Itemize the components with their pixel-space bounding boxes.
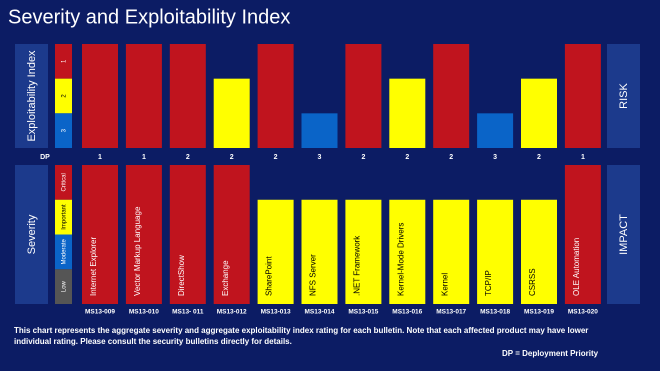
bar-label: SharePoint (265, 256, 274, 296)
dp-value: 1 (142, 154, 146, 161)
bar-label: Vector Markup Language (133, 206, 142, 296)
x-tick-label: MS13-010 (129, 309, 159, 316)
x-tick-label: MS13-013 (261, 309, 291, 316)
tick-box (55, 234, 72, 270)
bar (125, 165, 162, 304)
y-label-panel (15, 165, 48, 304)
y-tick-label: 1 (62, 59, 68, 63)
bar-label: Kernel-Mode Drivers (396, 223, 405, 296)
dp-value: 2 (537, 154, 541, 161)
bar (564, 165, 601, 304)
tick-box (55, 199, 72, 235)
dp-value: 3 (493, 154, 497, 161)
slide-title: Severity and Exploitability Index (8, 6, 290, 28)
bar-label: Kernel (440, 273, 449, 296)
bar (433, 199, 470, 304)
bar (169, 44, 206, 148)
x-tick-label: MS13-014 (305, 309, 335, 316)
y-tick-label: Important (62, 204, 68, 230)
bar (345, 199, 382, 304)
x-tick-label: MS13-015 (348, 309, 378, 316)
bar (82, 44, 118, 148)
bar (125, 44, 162, 148)
y-axis-label: Exploitability Index (26, 50, 38, 142)
y-tick-label: 2 (62, 94, 68, 98)
bar-label: .NET Framework (353, 235, 362, 296)
x-tick-label: MS13-019 (524, 309, 554, 316)
bar-label: Internet Explorer (89, 237, 98, 296)
tick-box (55, 44, 72, 79)
bar (521, 199, 557, 304)
bar (389, 78, 426, 148)
tick-box (55, 165, 72, 200)
bar (169, 165, 206, 304)
bar (257, 199, 294, 304)
bar (257, 44, 294, 148)
x-tick-label: MS13-012 (217, 309, 247, 316)
bar-label: NFS Server (309, 254, 318, 296)
x-tick-label: MS13-016 (392, 309, 422, 316)
y-tick-label: Moderate (62, 239, 68, 265)
bar-label: Exchange (221, 260, 230, 296)
y-tick-label: 3 (62, 128, 68, 132)
tick-box (55, 269, 72, 304)
y-label-panel (15, 44, 48, 148)
bar (301, 199, 338, 304)
side-label: RISK (618, 83, 630, 109)
y-axis-label: Severity (26, 214, 38, 254)
dp-value: 2 (449, 154, 453, 161)
bar (521, 78, 557, 148)
dp-value: 1 (581, 154, 585, 161)
dp-value: 2 (274, 154, 278, 161)
bar (477, 113, 514, 148)
dp-value: 2 (405, 154, 409, 161)
dp-value: 2 (230, 154, 234, 161)
x-tick-label: MS13-009 (85, 309, 115, 316)
bar (213, 165, 250, 304)
y-tick-label: Low (62, 280, 68, 292)
x-tick-label: MS13-018 (480, 309, 510, 316)
x-tick-label: MS13- 011 (172, 309, 204, 316)
footnote: This chart represents the aggregate seve… (14, 326, 589, 346)
bar (82, 165, 118, 304)
bar-label: TCP/IP (484, 270, 493, 296)
x-tick-label: MS13-017 (436, 309, 466, 316)
side-label: IMPACT (618, 214, 630, 255)
bar (213, 78, 250, 148)
side-panel (607, 165, 640, 304)
dp-label: DP (40, 154, 50, 161)
bar (564, 44, 601, 148)
bar-label: CSRSS (528, 268, 537, 296)
bar (477, 199, 514, 304)
bar-label: OLE Automation (572, 238, 581, 296)
dp-value: 1 (98, 154, 102, 161)
bar (389, 199, 426, 304)
dp-value: 3 (318, 154, 322, 161)
dp-value: 2 (361, 154, 365, 161)
bar-label: DirectShow (177, 255, 186, 296)
bar (433, 44, 470, 148)
tick-box (55, 78, 72, 114)
dp-legend: DP = Deployment Priority (502, 349, 599, 358)
y-tick-label: Critical (62, 173, 68, 191)
tick-box (55, 113, 72, 148)
bar (301, 113, 338, 148)
dp-value: 2 (186, 154, 190, 161)
side-panel (607, 44, 640, 148)
bar (345, 44, 382, 148)
x-tick-label: MS13-020 (568, 309, 598, 316)
